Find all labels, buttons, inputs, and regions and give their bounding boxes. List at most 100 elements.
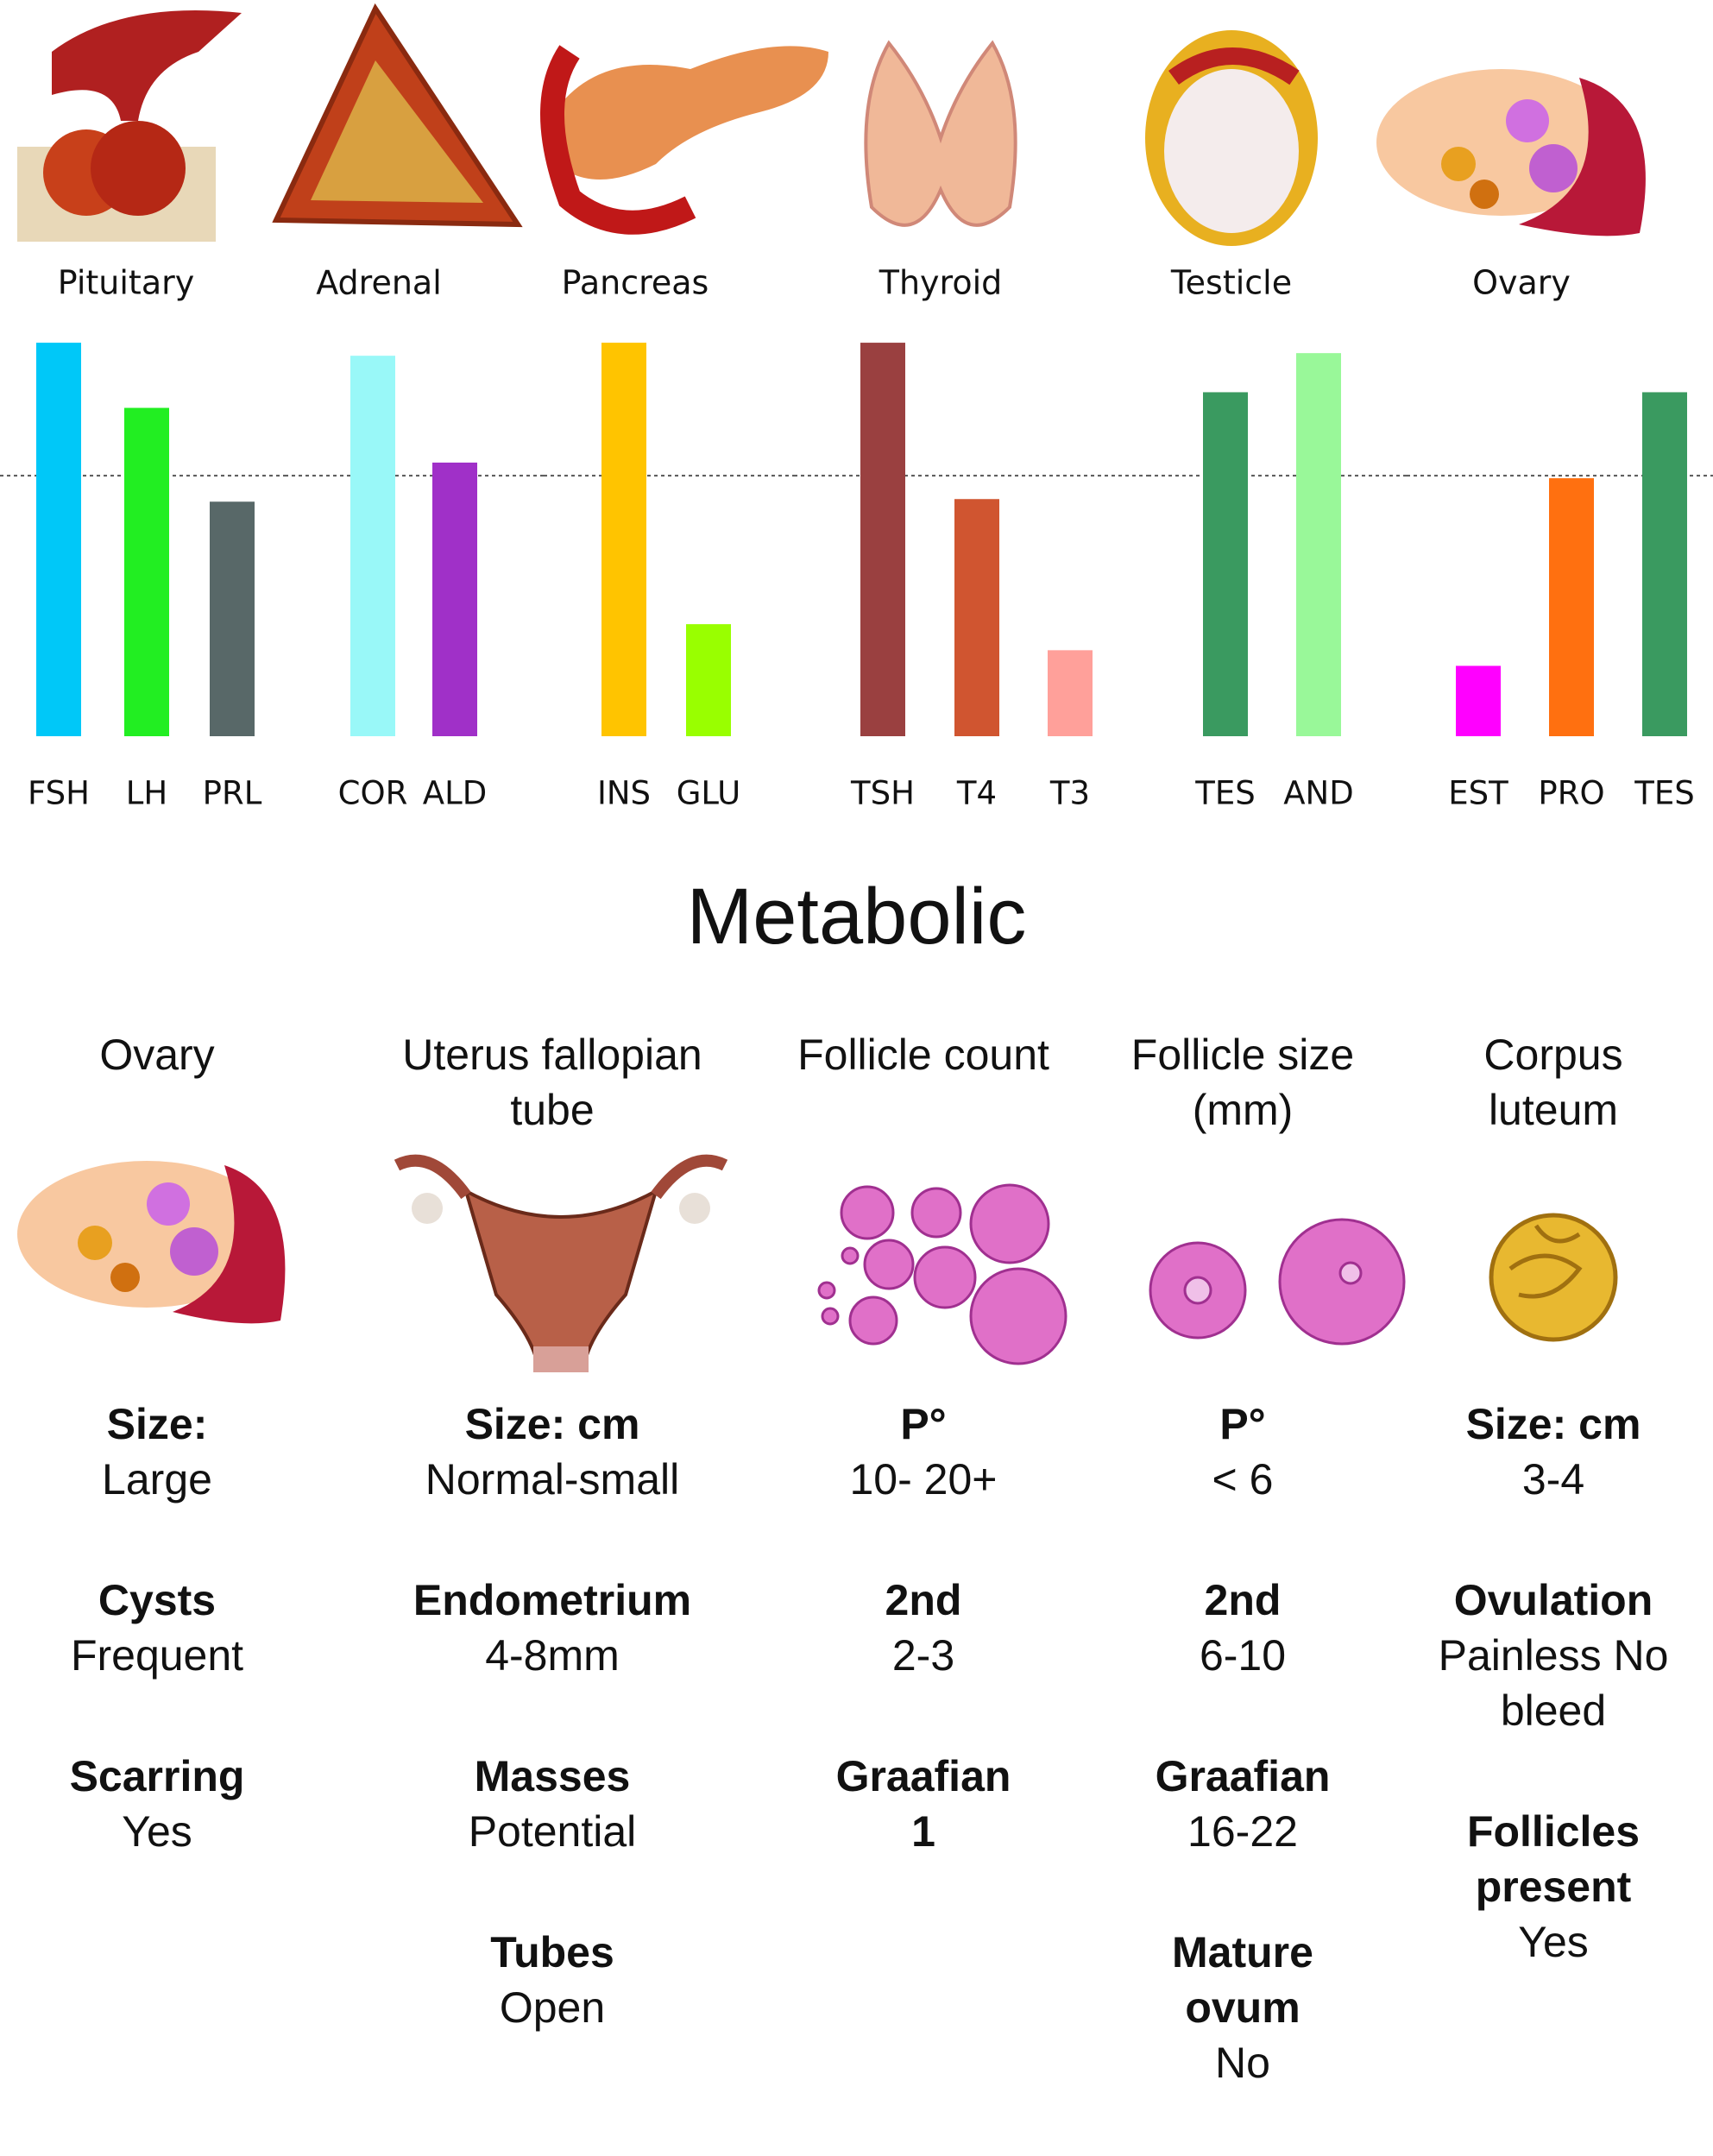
item-value: Frequent <box>70 1631 244 1680</box>
thyroid-image <box>864 40 1017 227</box>
follicle-count-image <box>817 1183 1067 1365</box>
item-value: No <box>1215 2039 1270 2087</box>
bar <box>860 343 905 736</box>
item-label: Graafian <box>1155 1752 1331 1800</box>
item-label: Cysts <box>98 1576 217 1624</box>
bar <box>1203 392 1248 736</box>
item-label: Endometrium <box>413 1576 692 1624</box>
bar <box>1456 665 1501 736</box>
column-title: Ovary <box>99 1031 215 1079</box>
category-label: TES <box>1634 775 1694 812</box>
follicle-size-image <box>1149 1218 1406 1346</box>
item-value: Yes <box>122 1807 192 1856</box>
column: Follicle size (mm) P° < 6 2nd 6-10 Graafian 16… <box>1113 0 1372 2087</box>
item: Endometrium 4-8mm <box>397 1573 708 1683</box>
item: Cysts Frequent <box>28 1573 287 1683</box>
bar <box>954 499 999 736</box>
organ-label: Pancreas <box>562 264 709 302</box>
item: Size: cm Normal-small <box>397 1396 708 1507</box>
item: Size: Large <box>28 1396 287 1507</box>
column: Follicle count P° 10- 20+ 2nd 2-3 Graafian 1 <box>751 0 1096 2071</box>
item-label: Ovulation <box>1453 1576 1653 1624</box>
items: P° 10- 20+ 2nd 2-3 Graafian 1 <box>751 1396 1096 1925</box>
category-label: GLU <box>677 775 741 812</box>
bar <box>432 462 477 736</box>
bar <box>601 343 646 736</box>
item: Mature ovum No <box>1113 1925 1372 2090</box>
item-value: Large <box>102 1455 212 1504</box>
category-label: FSH <box>28 775 90 812</box>
organ-label: Testicle <box>1170 264 1292 302</box>
page: {"chart_data": [ {"type": "bar", "title"… <box>0 0 1713 2087</box>
category-label: ALD <box>423 775 487 812</box>
section-title: Metabolic <box>686 873 1027 961</box>
item-label: Size: <box>106 1400 208 1448</box>
item-label: Mature ovum <box>1172 1928 1313 2032</box>
bar <box>1048 650 1093 736</box>
item: P° < 6 <box>1113 1396 1372 1507</box>
item: Graafian 16-22 <box>1113 1749 1372 1859</box>
item-label: Size: cm <box>464 1400 640 1448</box>
organ-label: Ovary <box>1472 264 1571 302</box>
item-label: Size: cm <box>1465 1400 1641 1448</box>
category-label: INS <box>597 775 651 812</box>
column: Ovary Size: Large Cysts Frequent Scarring Yes <box>28 0 287 2071</box>
item-label: Tubes <box>490 1928 614 1976</box>
organ-label: Pituitary <box>58 264 194 302</box>
category-label: TES <box>1194 775 1255 812</box>
item-label: Scarring <box>69 1752 245 1800</box>
item: Scarring Yes <box>28 1749 287 1859</box>
column-title: Follicle count <box>797 1031 1049 1079</box>
category-label: COR <box>338 775 408 812</box>
item-value: 1 <box>911 1807 935 1856</box>
category-label: EST <box>1448 775 1508 812</box>
item: Ovulation Painless No bleed <box>1424 1573 1683 1738</box>
column: Corpus luteum Size: cm 3-4 Ovulation Painles… <box>1424 0 1683 2071</box>
testicle-inner <box>1164 69 1299 233</box>
category-label: AND <box>1283 775 1353 812</box>
item-value: Painless No bleed <box>1438 1631 1669 1735</box>
item-label: P° <box>900 1400 947 1448</box>
bar <box>210 501 255 736</box>
items: Size: Large Cysts Frequent Scarring Yes <box>28 1396 287 1925</box>
item-value: 10- 20+ <box>849 1455 998 1504</box>
bar <box>1296 353 1341 736</box>
item-value: < 6 <box>1212 1455 1274 1504</box>
item: Follicles present Yes <box>1424 1804 1683 1970</box>
item-value: Yes <box>1518 1918 1589 1966</box>
items: Size: cm Normal-small Endometrium 4-8mm Mass… <box>397 1396 708 2101</box>
column-title: Uterus fallopian tube <box>402 1031 702 1134</box>
item-label: Masses <box>474 1752 631 1800</box>
category-label: PRL <box>203 775 262 812</box>
illustrations <box>17 3 1646 1372</box>
category-label: TSH <box>850 775 915 812</box>
item-label: Follicles present <box>1466 1807 1641 1911</box>
column-title: Corpus luteum <box>1483 1031 1623 1134</box>
epididymis <box>1168 47 1300 85</box>
item-label: 2nd <box>1204 1576 1282 1624</box>
organ-label: Thyroid <box>879 264 1003 302</box>
hormone-chart: Pituitary FSH LH PRL Adrenal COR ALD Pancreas IN… <box>0 264 1713 812</box>
item-label: Graafian <box>835 1752 1011 1800</box>
item-value: Normal-small <box>425 1455 680 1504</box>
item-label: 2nd <box>885 1576 962 1624</box>
item: 2nd 6-10 <box>1113 1573 1372 1683</box>
column-title: Follicle size (mm) <box>1130 1031 1355 1134</box>
items: P° < 6 2nd 6-10 Graafian 16-22 Mature ovum No <box>1113 1396 1372 2156</box>
category-label: LH <box>126 775 167 812</box>
bar <box>124 407 169 736</box>
bar <box>350 356 395 736</box>
bar <box>36 343 81 736</box>
category-label: T3 <box>1049 775 1090 812</box>
uterus-image <box>394 1154 728 1372</box>
item: Size: cm 3-4 <box>1424 1396 1683 1507</box>
item: Graafian 1 <box>751 1749 1096 1859</box>
bar <box>1642 392 1687 736</box>
item-label: P° <box>1219 1400 1266 1448</box>
item-value: Open <box>499 1983 606 2032</box>
pituitary-image <box>17 10 242 242</box>
bar <box>686 624 731 736</box>
item-value: 2-3 <box>891 1631 955 1680</box>
adrenal-inner <box>311 60 483 203</box>
category-label: T4 <box>956 775 997 812</box>
